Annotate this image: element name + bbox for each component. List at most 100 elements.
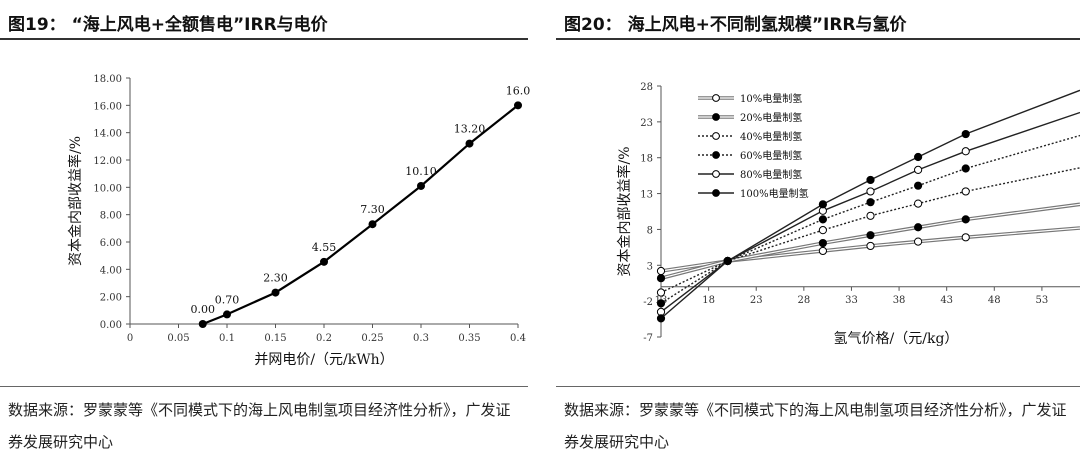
series-marker [866, 198, 875, 207]
y-tick-label: -2 [643, 297, 653, 308]
y-tick-label: 14.00 [93, 129, 122, 140]
series-marker [866, 187, 875, 196]
y-tick-label: 8 [647, 225, 653, 236]
x-axis-title: 氢气价格/（元/kg） [834, 331, 959, 347]
y-tick-label: 4.00 [100, 265, 122, 276]
figure-19-chart: 0.002.004.006.008.0010.0012.0014.0016.00… [67, 74, 531, 368]
series-marker [656, 314, 666, 323]
x-tick-label: 0.3 [413, 333, 429, 344]
series-marker [961, 215, 970, 224]
irr-data-label: 2.30 [263, 272, 288, 285]
irr-data-point [465, 139, 474, 148]
legend-marker [712, 170, 720, 178]
series-marker [723, 256, 732, 266]
legend-label: 40%电量制氢 [740, 130, 802, 143]
series-marker [914, 223, 923, 232]
series-marker [961, 233, 970, 242]
series-marker [866, 241, 875, 251]
legend-label: 20%电量制氢 [740, 111, 802, 124]
y-tick-label: 2.00 [100, 293, 122, 304]
x-tick-label: 18 [702, 295, 715, 306]
series-marker [818, 200, 827, 209]
x-tick-label: 0.15 [264, 333, 286, 344]
figure-20-title: 图20： 海上风电+不同制氢规模”IRR与氢价 [564, 15, 907, 35]
irr-data-point [514, 101, 522, 110]
series-marker [961, 164, 970, 173]
y-tick-label: 18 [640, 154, 653, 165]
series-marker [818, 246, 827, 256]
figure-19-source: 数据来源：罗蒙蒙等《不同模式下的海上风电制氢项目经济性分析》，广发证券发展研究中… [8, 401, 511, 451]
irr-data-label: 4.55 [312, 241, 337, 254]
y-tick-label: -7 [643, 333, 653, 344]
series-marker [914, 237, 923, 246]
series-marker [914, 199, 923, 208]
x-tick-label: 0.35 [458, 333, 480, 344]
x-tick-label: 0 [127, 333, 133, 344]
y-tick-label: 0.00 [100, 320, 122, 331]
series-marker [818, 215, 827, 224]
figure-19-title: 图19： “海上风电+全额售电”IRR与电价 [8, 15, 328, 35]
x-tick-label: 0.05 [167, 333, 189, 344]
y-tick-label: 28 [640, 82, 653, 93]
irr-data-label: 16.0 [506, 84, 531, 97]
figure-20-chart: -7-2381318232813182328333843485310%电量制氢2… [616, 82, 1080, 347]
series-marker [914, 152, 923, 162]
y-tick-label: 23 [640, 118, 653, 129]
series-marker [656, 299, 666, 308]
legend-marker [712, 132, 720, 140]
legend-label: 10%电量制氢 [740, 92, 802, 105]
x-tick-label: 43 [940, 295, 953, 306]
figure-20-panel: 图20： 海上风电+不同制氢规模”IRR与氢价 -7-2381318232813… [556, 0, 1080, 458]
x-tick-label: 23 [750, 295, 763, 306]
irr-data-label: 7.30 [360, 203, 385, 216]
y-axis-title: 资本金内部收益率/% [616, 146, 633, 276]
legend-label: 100%电量制氢 [740, 187, 809, 200]
figure-19-bottom-rule [0, 386, 528, 387]
x-tick-label: 0.2 [316, 333, 332, 344]
series-marker [656, 288, 666, 297]
irr-data-point [417, 181, 425, 190]
legend-label: 80%电量制氢 [740, 168, 802, 181]
irr-data-point [223, 310, 231, 319]
series-marker [656, 266, 666, 276]
series-line [660, 167, 1080, 294]
irr-data-point [368, 220, 377, 229]
y-tick-label: 16.00 [93, 101, 122, 112]
series-marker [961, 187, 970, 196]
y-tick-label: 3 [647, 261, 653, 272]
figure-19-panel: 图19： “海上风电+全额售电”IRR与电价 0.00 2.00 4.00 6.00 8… [0, 0, 531, 458]
x-tick-label: 0.1 [219, 333, 235, 344]
irr-series-line [202, 104, 519, 326]
y-tick-label: 13 [640, 190, 653, 201]
x-tick-label: 0.25 [361, 333, 383, 344]
series-marker [914, 181, 923, 190]
x-tick-label: 28 [797, 295, 810, 306]
x-tick-label: 33 [845, 295, 858, 306]
series-marker [866, 211, 875, 220]
irr-data-label: 0.70 [215, 293, 240, 306]
irr-data-label: 0.00 [191, 303, 216, 316]
irr-data-point [198, 320, 207, 328]
x-tick-label: 48 [988, 295, 1001, 306]
series-marker [914, 165, 923, 175]
y-axis-title: 资本金内部收益率/% [67, 136, 84, 266]
x-tick-label: 53 [1036, 295, 1049, 306]
x-tick-label: 0.4 [510, 333, 526, 344]
legend-marker [712, 189, 720, 197]
series-marker [818, 238, 827, 248]
series-marker [961, 147, 970, 156]
series-marker [818, 226, 827, 235]
series-marker [961, 129, 970, 139]
legend-marker [712, 94, 720, 102]
x-tick-label: 38 [893, 295, 906, 306]
legend-label: 60%电量制氢 [740, 149, 802, 162]
irr-data-label: 13.20 [454, 123, 486, 136]
irr-data-point [320, 257, 328, 266]
y-tick-label: 10.00 [93, 183, 122, 194]
figure-19-top-rule [0, 38, 528, 40]
series-marker [866, 231, 875, 240]
y-tick-label: 6.00 [100, 238, 122, 249]
series-marker [656, 274, 666, 283]
y-tick-label: 8.00 [100, 211, 122, 222]
y-tick-label: 12.00 [93, 156, 122, 167]
